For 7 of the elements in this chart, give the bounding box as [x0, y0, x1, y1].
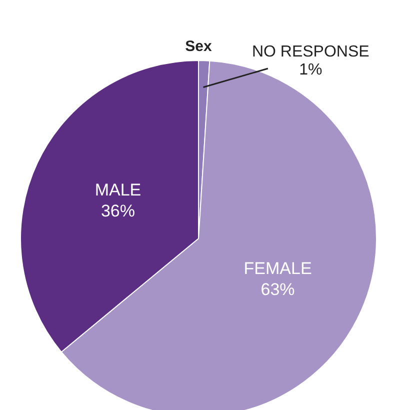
slice-label: FEMALE [244, 258, 312, 278]
data-label: 36% [100, 202, 135, 221]
slice-label: NO RESPONSE [252, 43, 370, 60]
data-label: 1% [299, 61, 322, 78]
data-label: 63% [260, 280, 295, 299]
chart-title: Sex [185, 38, 212, 55]
slice-label: MALE [94, 180, 142, 200]
